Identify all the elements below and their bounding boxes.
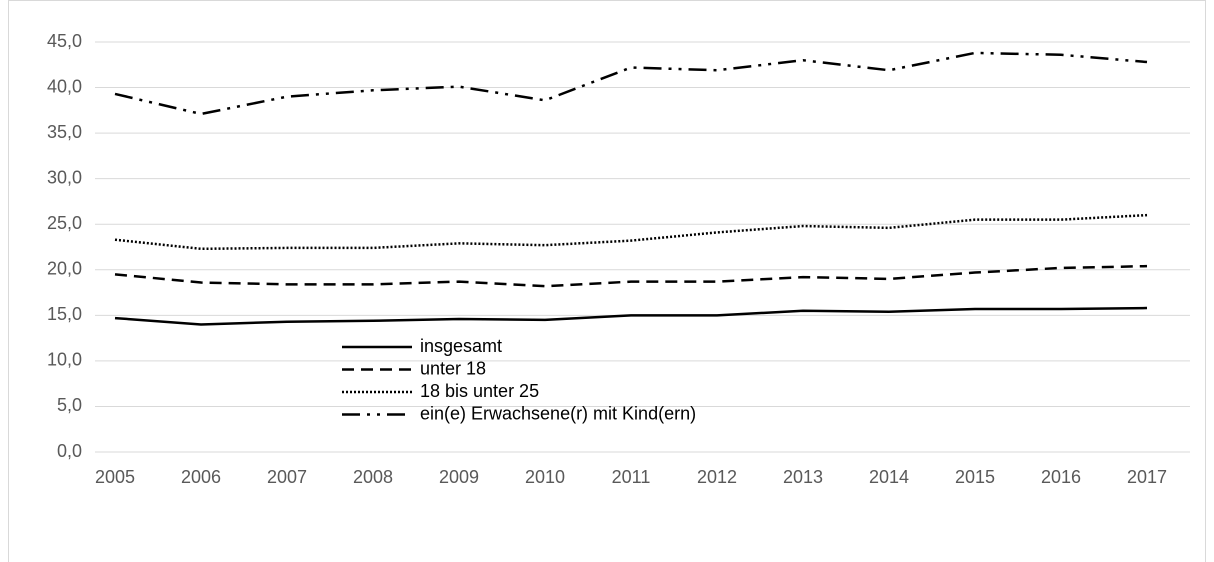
y-tick-label: 5,0: [57, 395, 82, 415]
x-tick-label: 2009: [439, 467, 479, 487]
y-tick-label: 20,0: [47, 259, 82, 279]
x-tick-label: 2007: [267, 467, 307, 487]
y-tick-label: 35,0: [47, 122, 82, 142]
legend-label: insgesamt: [420, 336, 502, 356]
x-tick-label: 2014: [869, 467, 909, 487]
legend-label: ein(e) Erwachsene(r) mit Kind(ern): [420, 403, 696, 423]
series-line: [114, 264, 1148, 288]
x-tick-label: 2017: [1127, 467, 1167, 487]
y-tick-label: 0,0: [57, 441, 82, 461]
series-line: [114, 306, 1148, 326]
x-tick-label: 2016: [1041, 467, 1081, 487]
x-tick-label: 2006: [181, 467, 221, 487]
y-tick-label: 30,0: [47, 167, 82, 187]
y-tick-label: 45,0: [47, 31, 82, 51]
legend-label: 18 bis unter 25: [420, 381, 539, 401]
y-tick-label: 40,0: [47, 76, 82, 96]
x-tick-label: 2012: [697, 467, 737, 487]
series-line: [114, 51, 1148, 116]
x-tick-label: 2010: [525, 467, 565, 487]
x-tick-label: 2008: [353, 467, 393, 487]
legend-label: unter 18: [420, 358, 486, 378]
y-tick-label: 10,0: [47, 350, 82, 370]
series-line: [114, 213, 1148, 251]
x-tick-label: 2015: [955, 467, 995, 487]
x-tick-label: 2013: [783, 467, 823, 487]
y-tick-label: 15,0: [47, 304, 82, 324]
y-tick-label: 25,0: [47, 213, 82, 233]
x-tick-label: 2011: [612, 467, 651, 487]
x-tick-label: 2005: [95, 467, 135, 487]
